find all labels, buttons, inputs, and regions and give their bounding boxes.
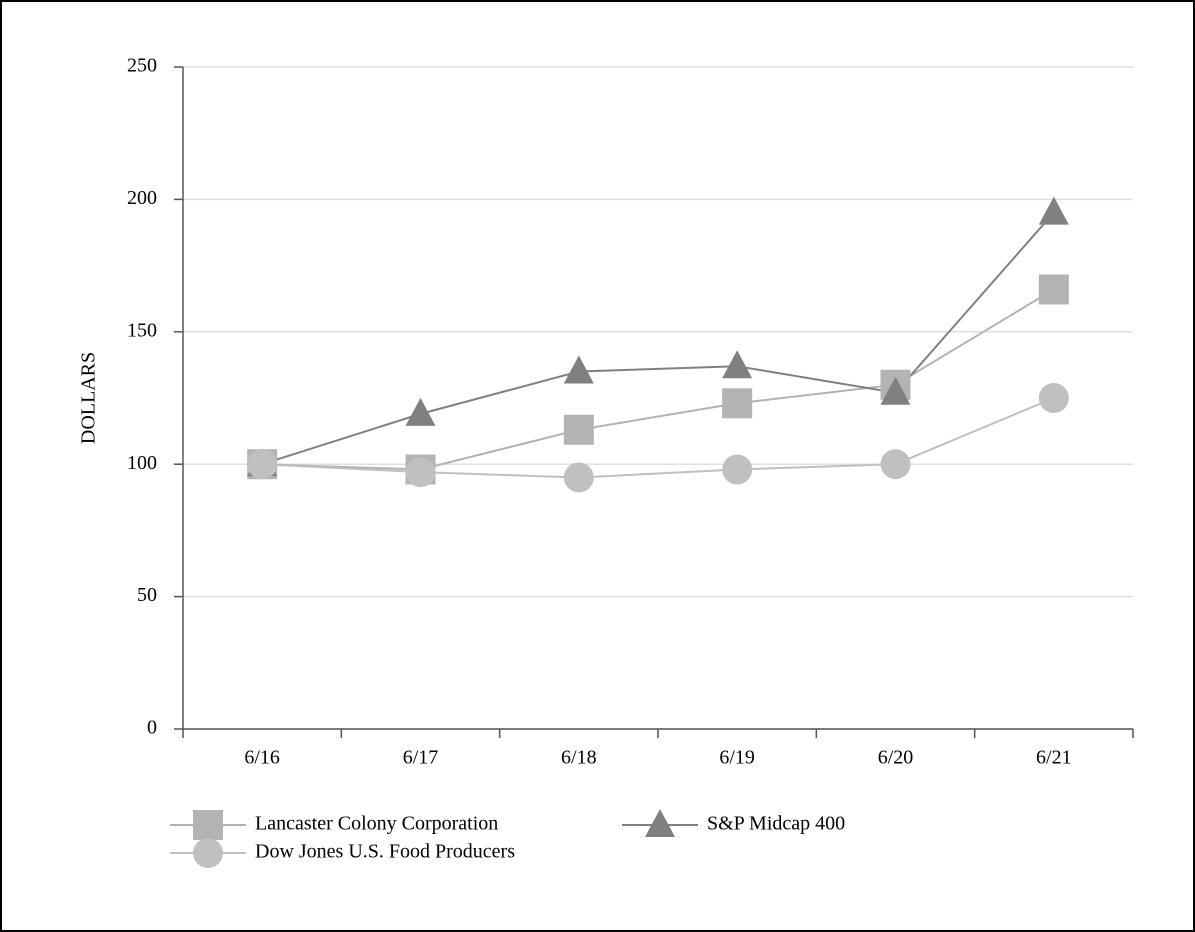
marker: [722, 350, 753, 379]
marker: [193, 838, 223, 868]
y-tick-label: 200: [127, 187, 157, 209]
y-tick-label: 0: [147, 717, 157, 739]
x-tick-label: 6/16: [244, 747, 280, 769]
y-tick-label: 150: [127, 319, 157, 341]
legend-label: S&P Midcap 400: [707, 813, 845, 835]
marker: [1038, 274, 1069, 305]
marker: [645, 809, 675, 837]
legend-label: Dow Jones U.S. Food Producers: [255, 841, 515, 863]
marker: [563, 414, 594, 445]
x-tick-label: 6/18: [561, 747, 597, 769]
y-axis-label: DOLLARS: [78, 352, 100, 444]
marker: [880, 376, 911, 405]
marker: [405, 457, 436, 488]
y-tick-label: 250: [127, 55, 157, 77]
y-tick-label: 50: [137, 584, 157, 606]
marker: [247, 449, 278, 480]
series-line: [261, 211, 1055, 466]
x-tick-label: 6/19: [719, 747, 755, 769]
marker: [563, 462, 594, 493]
x-tick-label: 6/21: [1036, 747, 1072, 769]
marker: [563, 355, 594, 384]
marker: [880, 449, 911, 480]
marker: [722, 388, 753, 419]
x-tick-label: 6/17: [403, 747, 439, 769]
y-tick-label: 100: [127, 452, 157, 474]
marker: [405, 397, 436, 426]
legend-label: Lancaster Colony Corporation: [255, 813, 498, 835]
series-line: [262, 397, 1055, 479]
series-line: [262, 288, 1055, 471]
marker: [1038, 196, 1069, 225]
x-tick-label: 6/20: [878, 747, 914, 769]
marker: [193, 810, 223, 840]
marker: [1038, 383, 1069, 413]
marker: [722, 454, 753, 485]
